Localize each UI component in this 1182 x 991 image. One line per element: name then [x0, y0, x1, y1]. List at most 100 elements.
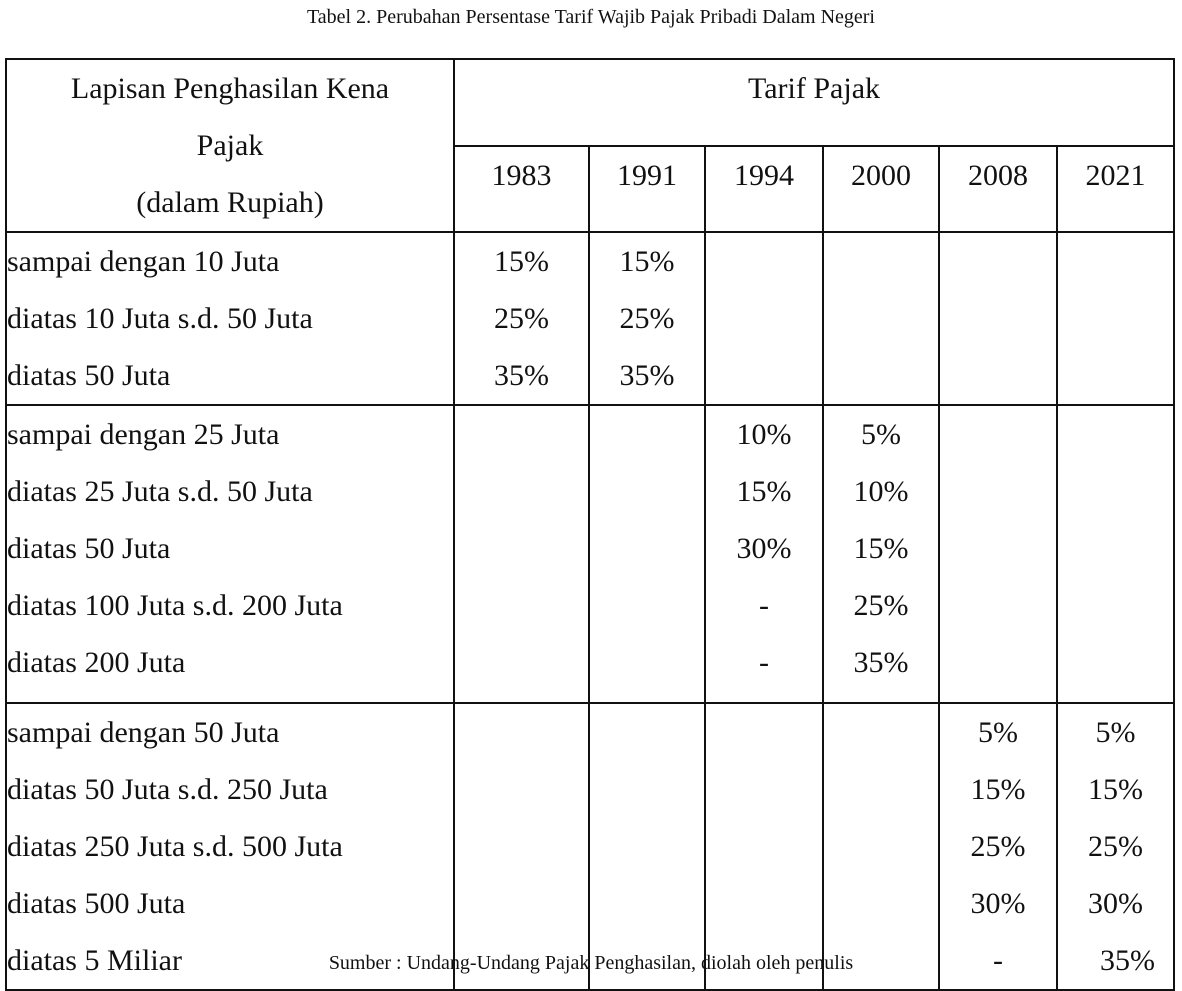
column-header-year-2008: 2008 — [938, 144, 1058, 233]
rate-cell-1991: 15% — [588, 232, 706, 290]
rate-cell-2000: 35% — [822, 634, 940, 704]
column-header-year-2000: 2000 — [822, 144, 940, 233]
table-row: diatas 50 Juta 30% 15% — [5, 520, 1176, 577]
rate-cell-2000 — [822, 818, 940, 875]
income-bracket-cell: diatas 10 Juta s.d. 50 Juta — [5, 290, 455, 347]
rate-cell-1991: 35% — [588, 347, 706, 406]
column-header-year-2021: 2021 — [1055, 144, 1176, 233]
rate-cell-2000 — [822, 761, 940, 818]
rate-cell-2008 — [938, 347, 1058, 406]
rate-cell-1991 — [588, 405, 706, 463]
rate-cell-2021: 5% — [1055, 703, 1176, 761]
rate-cell-1991 — [588, 761, 706, 818]
rate-cell-2000: 25% — [822, 577, 940, 634]
rate-cell-1991: 25% — [588, 290, 706, 347]
rate-cell-1994 — [704, 761, 824, 818]
rate-cell-2021 — [1055, 405, 1176, 463]
rate-cell-2008: 5% — [938, 703, 1058, 761]
header-label-line: Lapisan Penghasilan Kena — [70, 72, 390, 105]
header-label-line: Pajak — [196, 129, 264, 162]
income-bracket-cell: sampai dengan 50 Juta — [5, 703, 455, 761]
table-row: diatas 100 Juta s.d. 200 Juta -25% — [5, 577, 1176, 634]
column-header-year-1994: 1994 — [704, 144, 824, 233]
table-row: sampai dengan 10 Juta 15% 15% — [5, 232, 1176, 290]
rate-cell-1994: 15% — [704, 463, 824, 520]
rate-cell-1983 — [453, 634, 590, 704]
income-bracket-cell: diatas 100 Juta s.d. 200 Juta — [5, 577, 455, 634]
rate-cell-1991 — [588, 703, 706, 761]
table-row: sampai dengan 50 Juta 5% 5% — [5, 703, 1176, 761]
rate-cell-2008 — [938, 405, 1058, 463]
rate-cell-2008 — [938, 290, 1058, 347]
header-label-line: (dalam Rupiah) — [136, 186, 324, 219]
table-row: diatas 200 Juta -35% — [5, 634, 1176, 704]
rate-cell-1983 — [453, 761, 590, 818]
rate-cell-1994 — [704, 703, 824, 761]
rate-cell-2008 — [938, 634, 1058, 704]
rate-cell-2008: 15% — [938, 761, 1058, 818]
rate-cell-1983 — [453, 405, 590, 463]
rate-cell-2021 — [1055, 232, 1176, 290]
rate-cell-2008: - — [938, 932, 1058, 991]
table-row: diatas 500 Juta 30% 30% — [5, 875, 1176, 932]
table-row: diatas 250 Juta s.d. 500 Juta 25% 25% — [5, 818, 1176, 875]
header-row-group: Lapisan Penghasilan Kena Pajak (dalam Ru… — [5, 58, 1176, 233]
table-source-note: Sumber : Undang-Undang Pajak Penghasilan… — [328, 952, 854, 974]
rate-cell-1991 — [588, 520, 706, 577]
rate-cell-1994: - — [704, 577, 824, 634]
rate-cell-2021: 35% — [1055, 932, 1176, 991]
table-row: diatas 5 Miliar -35% — [5, 932, 1176, 991]
rate-cell-2000: 5% — [822, 405, 940, 463]
rate-cell-2008 — [938, 232, 1058, 290]
income-bracket-cell: diatas 25 Juta s.d. 50 Juta — [5, 463, 455, 520]
rate-cell-2008: 30% — [938, 875, 1058, 932]
rate-cell-1983: 35% — [453, 347, 590, 406]
column-header-income-bracket: Lapisan Penghasilan Kena Pajak (dalam Ru… — [5, 58, 455, 233]
rate-cell-2021 — [1055, 577, 1176, 634]
rate-cell-2021 — [1055, 463, 1176, 520]
rate-cell-1994: - — [704, 634, 824, 704]
rate-cell-1994 — [704, 347, 824, 406]
rate-cell-2021 — [1055, 290, 1176, 347]
income-bracket-cell: diatas 500 Juta — [5, 875, 455, 932]
rate-cell-2008 — [938, 520, 1058, 577]
table-row: diatas 50 Juta s.d. 250 Juta 15% 15% — [5, 761, 1176, 818]
rate-cell-1983 — [453, 463, 590, 520]
rate-cell-1991 — [588, 634, 706, 704]
rate-cell-1983: 25% — [453, 290, 590, 347]
rate-cell-2021: 30% — [1055, 875, 1176, 932]
rate-cell-1991 — [588, 577, 706, 634]
rate-cell-2008 — [938, 463, 1058, 520]
rate-cell-2000: 10% — [822, 463, 940, 520]
rate-cell-1994 — [704, 875, 824, 932]
rate-cell-2021 — [1055, 347, 1176, 406]
rate-cell-1983 — [453, 932, 590, 991]
table-row: diatas 50 Juta 35% 35% — [5, 347, 1176, 406]
income-bracket-cell: diatas 200 Juta — [5, 634, 455, 704]
rate-cell-2000 — [822, 932, 940, 991]
rate-cell-2000 — [822, 347, 940, 406]
header-row-years: 1983 1991 1994 2000 2008 2021 — [6, 144, 1176, 233]
column-header-year-1991: 1991 — [588, 144, 706, 233]
rate-cell-2000: 15% — [822, 520, 940, 577]
rate-cell-2000 — [822, 875, 940, 932]
income-bracket-cell: diatas 250 Juta s.d. 500 Juta — [5, 818, 455, 875]
income-bracket-cell: diatas 50 Juta — [5, 520, 455, 577]
tax-rate-table: Lapisan Penghasilan Kena Pajak (dalam Ru… — [5, 58, 1176, 991]
rate-cell-1994 — [704, 290, 824, 347]
column-header-tarif-pajak: Tarif Pajak — [452, 58, 1176, 147]
income-bracket-cell: sampai dengan 25 Juta — [5, 405, 455, 463]
rate-cell-2021 — [1055, 634, 1176, 704]
rate-cell-1983 — [453, 520, 590, 577]
table-caption: Tabel 2. Perubahan Persentase Tarif Waji… — [306, 6, 875, 28]
rate-cell-1994 — [704, 818, 824, 875]
rate-cell-1983 — [453, 577, 590, 634]
income-bracket-cell: diatas 5 Miliar — [5, 932, 455, 991]
rate-cell-2008: 25% — [938, 818, 1058, 875]
rate-cell-2000 — [822, 290, 940, 347]
rate-cell-2008 — [938, 577, 1058, 634]
rate-cell-1994 — [704, 232, 824, 290]
rate-cell-1994: 30% — [704, 520, 824, 577]
rate-cell-2000 — [822, 232, 940, 290]
table-body: sampai dengan 10 Juta 15% 15% diatas 10 Jut… — [5, 232, 1176, 991]
